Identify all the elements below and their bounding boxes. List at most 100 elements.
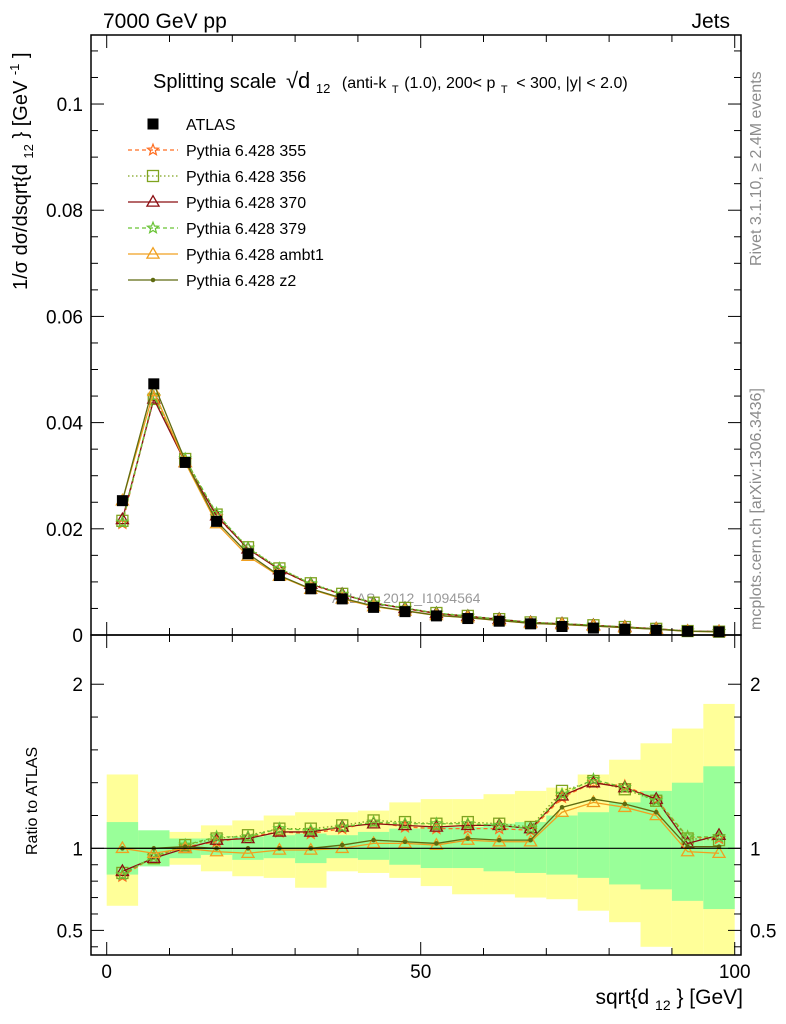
data-point xyxy=(525,618,537,630)
ratio-marker-4 xyxy=(680,843,695,857)
legend-marker xyxy=(150,277,156,283)
data-point xyxy=(242,548,254,560)
x-axis-label-main: sqrt{d xyxy=(595,986,649,1009)
legend-marker xyxy=(147,118,159,130)
ratio-marker-3 xyxy=(649,793,664,807)
legend-marker xyxy=(145,220,161,235)
data-point xyxy=(273,570,285,582)
y-tick-label: 0 xyxy=(72,626,83,647)
ratio-marker-4 xyxy=(146,845,161,859)
legend-marker xyxy=(145,194,161,207)
data-point xyxy=(587,622,599,634)
title-symbol-sub: 12 xyxy=(316,81,330,96)
title-rest-sub1: T xyxy=(392,84,399,96)
ratio-marker-3 xyxy=(115,867,130,881)
ratio-tick-label-right: 1 xyxy=(750,839,761,860)
legend-label: Pythia 6.428 379 xyxy=(186,221,306,238)
legend-marker xyxy=(145,142,161,157)
ratio-marker-5 xyxy=(622,801,628,807)
ratio-marker-4 xyxy=(617,799,632,813)
title-rest2: (1.0), 200< p xyxy=(404,75,495,92)
ratio-tick-label-right: 2 xyxy=(750,675,761,696)
ratio-marker-4 xyxy=(115,840,130,854)
ratio-marker-3 xyxy=(617,780,632,794)
ratio-band-inner xyxy=(671,782,704,901)
legend-marker xyxy=(146,169,160,183)
data-point xyxy=(493,615,505,627)
ratio-marker-4 xyxy=(429,837,444,850)
data-point xyxy=(116,495,128,507)
data-point xyxy=(430,610,442,622)
ratio-line-4 xyxy=(122,801,720,854)
legend-label: Pythia 6.428 355 xyxy=(186,143,306,160)
y-tick-label: 0.1 xyxy=(57,95,83,116)
ratio-marker-3 xyxy=(335,819,350,834)
ratio-marker-5 xyxy=(339,842,345,848)
ratio-marker-3 xyxy=(397,816,413,830)
ratio-marker-3 xyxy=(209,829,224,843)
legend-label: Pythia 6.428 ambt1 xyxy=(186,247,324,264)
ratio-band-inner xyxy=(546,815,578,875)
rivet-version-label: Rivet 3.1.10, ≥ 2.4M events xyxy=(748,71,765,266)
ratio-marker-0 xyxy=(586,775,601,789)
mcplots-citation-label: mcplots.cern.ch [arXiv:1306.3436] xyxy=(748,388,765,630)
ratio-marker-3 xyxy=(460,816,475,830)
ratio-marker-3 xyxy=(366,814,381,829)
ratio-marker-4 xyxy=(209,843,224,857)
data-point xyxy=(211,515,223,527)
ratio-marker-5 xyxy=(371,837,376,843)
ratio-tick-label-left: 0.5 xyxy=(57,921,83,942)
ratio-marker-3 xyxy=(272,821,287,835)
ratio-marker-3 xyxy=(240,829,256,843)
process-label: Jets xyxy=(691,10,730,33)
ratio-tick-label-right: 0.5 xyxy=(750,921,776,942)
ratio-marker-2 xyxy=(115,863,130,877)
ratio-marker-4 xyxy=(366,835,381,849)
ratio-frame xyxy=(90,634,742,956)
ratio-band-inner xyxy=(389,828,421,865)
data-point xyxy=(179,456,191,468)
data-point xyxy=(368,601,380,613)
x-tick-label: 50 xyxy=(410,962,431,983)
y-axis-label: 1/σ dσ/dsqrt{d 12 } [GeV -1 ] xyxy=(2,52,38,290)
title-rest: (anti-k xyxy=(342,75,387,92)
data-point xyxy=(148,378,160,390)
ratio-marker-2 xyxy=(492,817,507,831)
ratio-marker-4 xyxy=(649,807,664,821)
ratio-marker-3 xyxy=(492,817,507,832)
y-axis-label-sub: 12 xyxy=(21,144,36,158)
ratio-band-inner xyxy=(640,790,672,890)
ratio-marker-5 xyxy=(528,837,533,843)
ratio-marker-2 xyxy=(523,821,538,834)
data-point xyxy=(619,623,631,635)
y-axis-label-end: ] xyxy=(10,52,32,58)
x-tick-label: 0 xyxy=(101,962,112,983)
y-tick-label: 0.04 xyxy=(46,414,83,435)
data-point xyxy=(336,593,348,605)
ratio-marker-3 xyxy=(554,786,570,801)
x-tick-label: 100 xyxy=(719,962,751,983)
ratio-band-inner xyxy=(420,827,453,869)
legend-marker xyxy=(145,246,161,259)
chart-title: Splitting scale √d 12 (anti-k T (1.0), 2… xyxy=(153,68,628,98)
ratio-marker-5 xyxy=(653,809,659,815)
legend-label: ATLAS xyxy=(186,117,236,134)
ratio-marker-5 xyxy=(496,837,502,843)
ratio-tick-label-left: 2 xyxy=(72,675,83,696)
ratio-marker-5 xyxy=(559,805,565,810)
y-tick-label: 0.02 xyxy=(46,520,83,541)
ratio-marker-4 xyxy=(586,794,601,808)
data-point xyxy=(713,626,725,638)
y-axis-label-sup: -1 xyxy=(7,64,22,76)
ratio-marker-3 xyxy=(680,829,695,843)
x-axis-label-sub: 12 xyxy=(655,997,671,1013)
ratio-marker-4 xyxy=(711,845,727,859)
data-point xyxy=(650,624,662,636)
data-point xyxy=(399,606,411,618)
y-axis-label-main: 1/σ dσ/dsqrt{d xyxy=(10,164,32,290)
ratio-marker-3 xyxy=(711,829,727,843)
ratio-marker-5 xyxy=(465,836,471,841)
ratio-marker-3 xyxy=(429,816,444,830)
ratio-marker-4 xyxy=(240,845,256,859)
